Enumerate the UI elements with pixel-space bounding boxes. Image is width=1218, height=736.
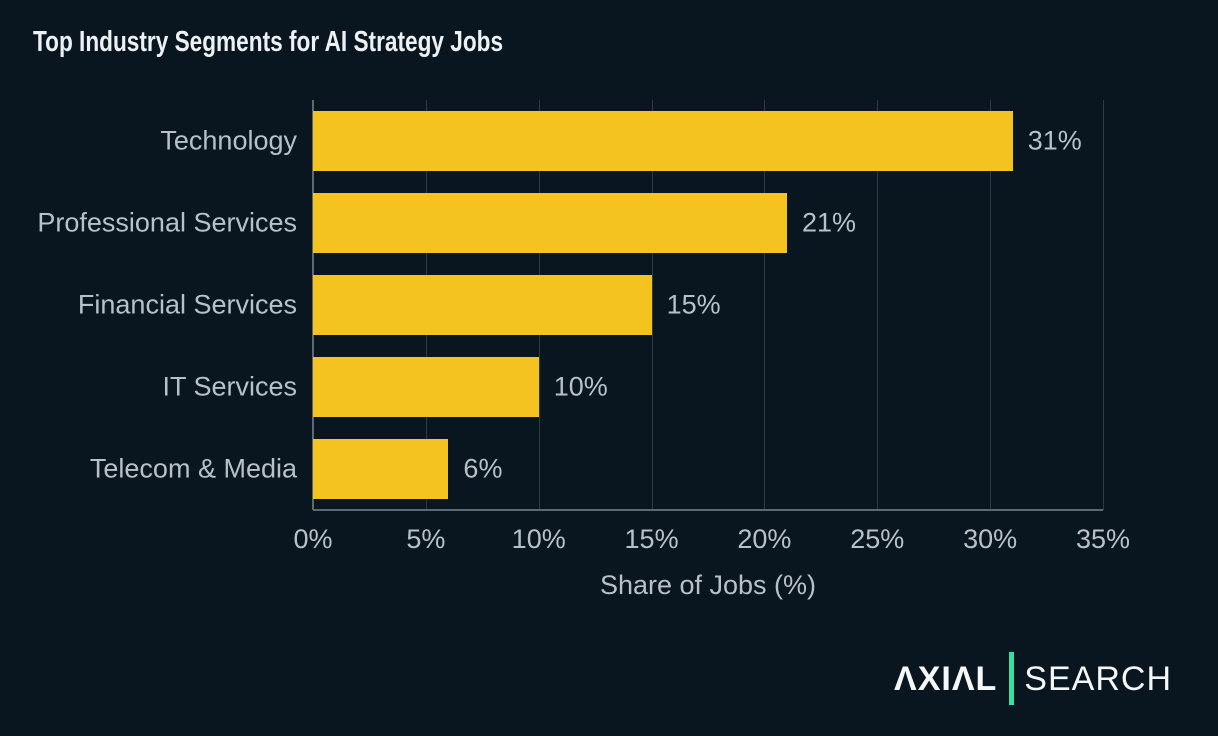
- x-tick-row: 0% 5% 10% 15% 20% 25% 30% 35%: [293, 524, 1130, 558]
- brand-logo: ΛXIΛL SEARCH: [894, 651, 1172, 706]
- x-tick-label: 0%: [293, 524, 333, 554]
- bar-it-services: [313, 357, 539, 417]
- x-tick-label: 10%: [511, 524, 566, 554]
- category-label-telecom-media: Telecom & Media: [89, 453, 297, 484]
- value-label-it-services: 10%: [553, 371, 608, 402]
- brand-axial-wordmark: ΛXIΛL: [894, 659, 998, 698]
- category-label-financial-services: Financial Services: [77, 289, 297, 320]
- chart-title: Top Industry Segments for AI Strategy Jo…: [33, 26, 504, 58]
- category-label-it-services: IT Services: [162, 371, 297, 402]
- brand-divider-bar: [1009, 652, 1015, 705]
- plot-area: 31% Technology 21% Professional Services 15%…: [37, 100, 1104, 511]
- x-axis-line: [313, 509, 1103, 511]
- category-label-professional-services: Professional Services: [37, 207, 297, 238]
- value-label-technology: 31%: [1027, 125, 1082, 156]
- value-label-financial-services: 15%: [666, 289, 721, 320]
- value-label-telecom-media: 6%: [463, 453, 503, 484]
- gridline: [651, 100, 653, 510]
- bar-technology: [313, 111, 1013, 171]
- bar-professional-services: [313, 193, 787, 253]
- bar-telecom-media: [313, 439, 449, 499]
- category-label-technology: Technology: [160, 125, 297, 156]
- gridline: [877, 100, 879, 510]
- gridline: [764, 100, 766, 510]
- x-tick-label: 25%: [850, 524, 905, 554]
- x-axis-title: Share of Jobs (%): [599, 570, 817, 600]
- x-tick-label: 20%: [737, 524, 792, 554]
- gridline: [990, 100, 992, 510]
- brand-search-wordmark: SEARCH: [1024, 659, 1172, 698]
- gridline: [1103, 100, 1104, 510]
- x-tick-label: 30%: [963, 524, 1018, 554]
- value-label-professional-services: 21%: [802, 207, 857, 238]
- x-tick-label: 15%: [624, 524, 679, 554]
- x-tick-label: 5%: [406, 524, 446, 554]
- x-tick-label: 35%: [1075, 524, 1131, 554]
- bar-financial-services: [313, 275, 652, 335]
